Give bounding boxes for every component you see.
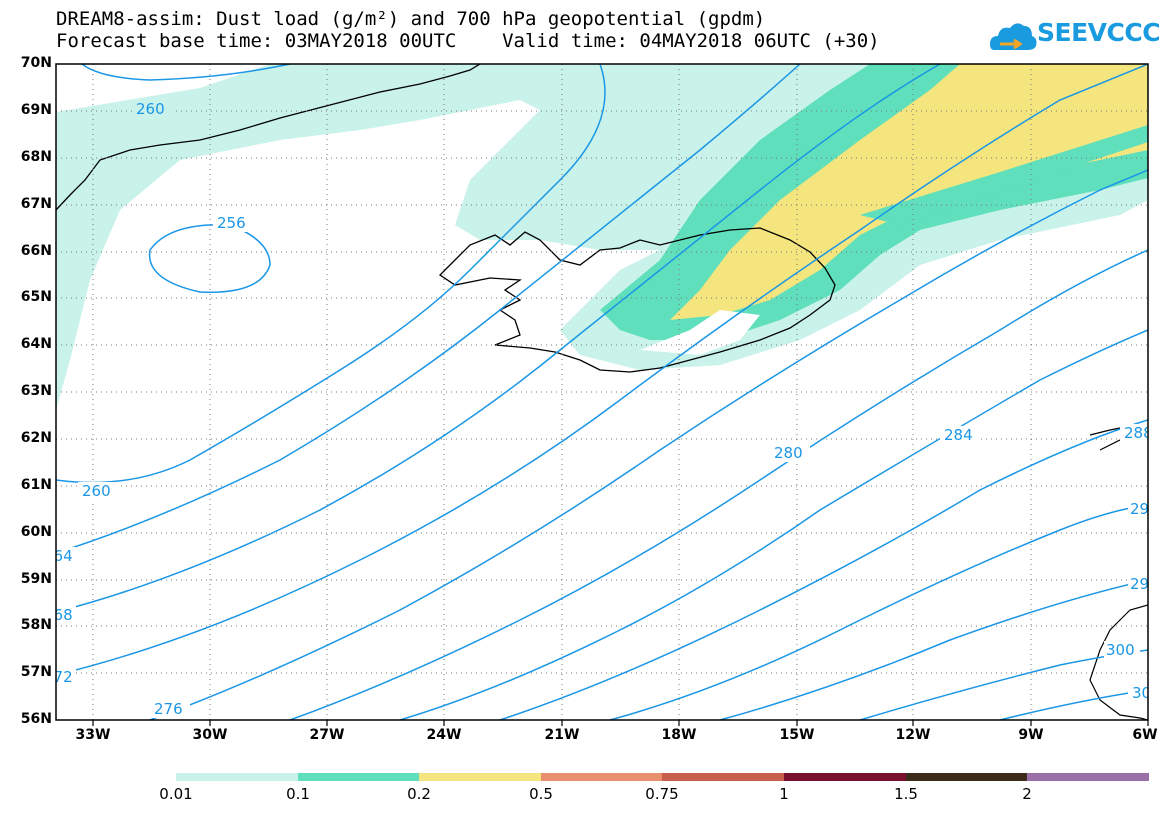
cloud-logo-icon (990, 23, 1037, 50)
lat-label: 61N (20, 477, 52, 493)
colorbar-label: 1 (779, 785, 789, 803)
lat-label: 62N (20, 430, 52, 446)
lon-label: 33W (75, 727, 111, 743)
colorbar-swatch (662, 773, 784, 781)
colorbar-label: 1.5 (894, 785, 918, 803)
contour-label: 296 (1130, 575, 1159, 593)
lat-label: 60N (20, 524, 52, 540)
dust-shade-high (670, 64, 1148, 320)
colorbar-label: 0.2 (407, 785, 431, 803)
colorbar-swatch (541, 773, 662, 781)
lat-label: 69N (20, 102, 52, 118)
map-frame (55, 63, 1149, 721)
contour-label: 288 (1124, 424, 1153, 442)
lat-label: 63N (20, 383, 52, 399)
lon-label: 30W (192, 727, 228, 743)
lat-label: 57N (20, 664, 52, 680)
lat-label: 58N (20, 617, 52, 633)
colorbar-swatch (419, 773, 541, 781)
contour-label: 300 (1106, 641, 1135, 659)
contour-label: 304 (1132, 684, 1161, 702)
lon-label: 21W (544, 727, 580, 743)
lon-label: 24W (426, 727, 462, 743)
colorbar-label: 2 (1022, 785, 1032, 803)
colorbar-swatch (1027, 773, 1149, 781)
map-subtitle: Forecast base time: 03MAY2018 00UTC Vali… (56, 30, 880, 52)
colorbar-label: 0.5 (529, 785, 553, 803)
colorbar (176, 773, 1149, 781)
contour-label: 280 (774, 444, 803, 462)
lat-label: 70N (20, 55, 52, 71)
lon-label: 9W (1018, 727, 1044, 743)
lon-label: 6W (1132, 727, 1158, 743)
greenland-coast (56, 64, 481, 211)
contour-label: 272 (44, 668, 73, 686)
iceland-coast (438, 227, 836, 373)
lat-label: 65N (20, 289, 52, 305)
scotland-coast (1089, 604, 1148, 720)
contour-label: 276 (154, 700, 183, 718)
map-title: DREAM8-assim: Dust load (g/m²) and 700 h… (56, 8, 766, 30)
colorbar-label: 0.01 (159, 785, 193, 803)
dust-shade-medium-tongue (860, 125, 1148, 225)
lat-label: 56N (20, 711, 52, 727)
colorbar-swatch (298, 773, 419, 781)
colorbar-swatch (906, 773, 1027, 781)
colorbar-swatch (176, 773, 298, 781)
geopotential-contours (56, 64, 1148, 720)
contour-label: 264 (44, 547, 73, 565)
logo-text: SEEVCCC (1037, 18, 1161, 47)
colorbar-label: 0.1 (286, 785, 310, 803)
lat-label: 59N (20, 571, 52, 587)
lat-label: 66N (20, 243, 52, 259)
contour-label: 260 (82, 482, 111, 500)
colorbar-label: 0.75 (645, 785, 679, 803)
lon-label: 12W (895, 727, 931, 743)
lat-label: 67N (20, 196, 52, 212)
lon-label: 15W (779, 727, 815, 743)
lon-label: 18W (661, 727, 697, 743)
lat-label: 64N (20, 336, 52, 352)
contour-label: 260 (136, 100, 165, 118)
lat-label: 68N (20, 149, 52, 165)
lon-label: 27W (309, 727, 345, 743)
contour-label: 292 (1130, 500, 1159, 518)
contour-label: 256 (217, 214, 246, 232)
colorbar-swatch (784, 773, 906, 781)
contour-label: 268 (44, 606, 73, 624)
contour-label: 284 (944, 426, 973, 444)
